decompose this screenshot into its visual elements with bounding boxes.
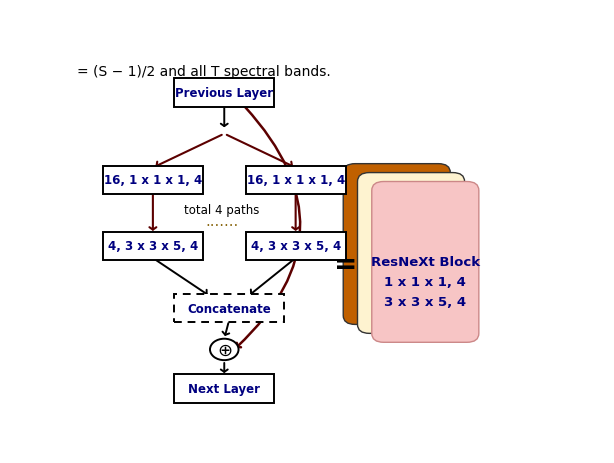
Text: = (S − 1)/2 and all T spectral bands.: = (S − 1)/2 and all T spectral bands. <box>77 64 330 78</box>
Text: $\oplus$: $\oplus$ <box>217 341 232 359</box>
Text: 16, 1 x 1 x 1, 4: 16, 1 x 1 x 1, 4 <box>104 174 202 187</box>
Text: 4, 3 x 3 x 5, 4: 4, 3 x 3 x 5, 4 <box>108 240 198 253</box>
Text: 16, 1 x 1 x 1, 4: 16, 1 x 1 x 1, 4 <box>246 174 345 187</box>
Text: Previous Layer: Previous Layer <box>175 87 273 100</box>
FancyBboxPatch shape <box>357 173 465 334</box>
FancyBboxPatch shape <box>103 232 203 260</box>
Text: ResNeXt Block: ResNeXt Block <box>370 256 480 269</box>
Text: =: = <box>334 250 357 278</box>
Text: 1 x 1 x 1, 4: 1 x 1 x 1, 4 <box>384 275 466 288</box>
Text: total 4 paths: total 4 paths <box>184 203 260 216</box>
FancyBboxPatch shape <box>174 374 274 404</box>
FancyBboxPatch shape <box>246 232 346 260</box>
FancyBboxPatch shape <box>174 295 284 323</box>
Circle shape <box>210 339 238 360</box>
FancyBboxPatch shape <box>174 78 274 107</box>
Text: 3 x 3 x 5, 4: 3 x 3 x 5, 4 <box>384 295 466 308</box>
FancyBboxPatch shape <box>372 182 479 343</box>
Text: Concatenate: Concatenate <box>187 302 271 315</box>
FancyBboxPatch shape <box>246 166 346 194</box>
Text: Next Layer: Next Layer <box>188 382 260 395</box>
Text: 4, 3 x 3 x 5, 4: 4, 3 x 3 x 5, 4 <box>251 240 341 253</box>
FancyBboxPatch shape <box>103 166 203 194</box>
Text: .......: ....... <box>205 214 238 229</box>
FancyBboxPatch shape <box>343 164 450 325</box>
